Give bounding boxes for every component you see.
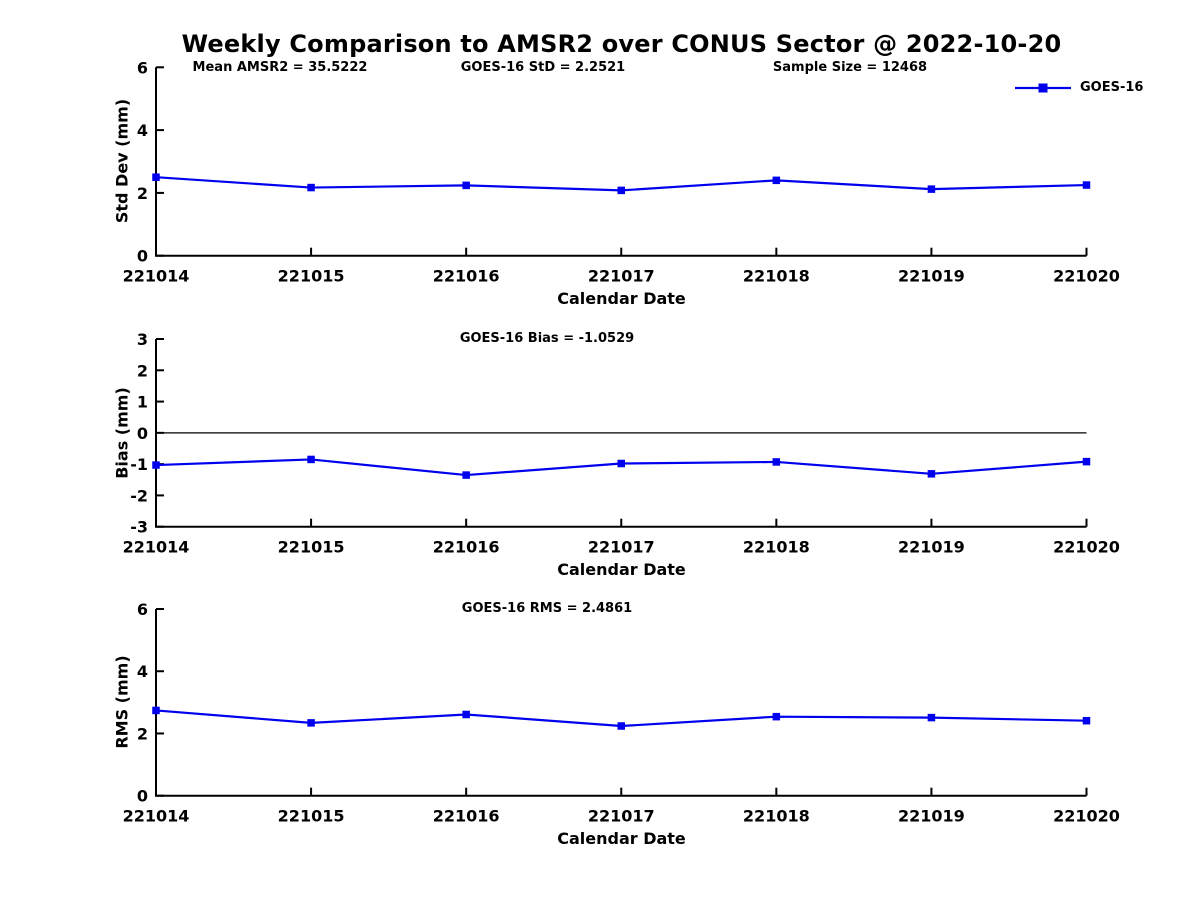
data-point-marker <box>152 173 160 181</box>
y-tick-label: 6 <box>137 58 148 77</box>
data-point-marker <box>1082 457 1091 466</box>
y-tick-label: 1 <box>137 393 148 412</box>
y-tick-label: 2 <box>137 361 148 380</box>
x-tick-label: 221016 <box>433 807 500 826</box>
data-point-marker <box>307 719 315 727</box>
x-tick-label: 221017 <box>588 807 655 826</box>
data-point-marker <box>927 470 936 478</box>
x-tick-label: 221014 <box>123 807 190 826</box>
x-tick-label: 221014 <box>123 267 190 286</box>
data-point-marker <box>617 459 625 468</box>
x-tick-label: 221018 <box>743 807 810 826</box>
data-point-marker <box>462 710 470 719</box>
page-title: Weekly Comparison to AMSR2 over CONUS Se… <box>181 30 1062 58</box>
y-tick-label: -1 <box>130 455 148 474</box>
y-tick-label: 6 <box>137 600 148 619</box>
data-point-marker <box>772 458 781 466</box>
x-tick-label: 221018 <box>743 538 810 557</box>
x-axis-label-calendar-date-2: Calendar Date <box>557 560 686 579</box>
annotation-sample-size: Sample Size = 12468 <box>772 60 928 75</box>
data-point-marker <box>462 181 470 190</box>
data-point-marker <box>1082 716 1091 725</box>
y-tick-label: 0 <box>137 247 148 266</box>
x-axis-label-calendar-date-1: Calendar Date <box>557 289 686 308</box>
x-tick-label: 221015 <box>278 807 345 826</box>
y-tick-label: -3 <box>130 518 148 537</box>
data-point-marker <box>772 712 781 721</box>
x-tick-label: 221015 <box>278 538 345 557</box>
x-tick-label: 221018 <box>743 267 810 286</box>
y-tick-label: 4 <box>137 121 148 140</box>
x-tick-label: 221017 <box>588 267 655 286</box>
y-tick-label: 2 <box>137 184 148 203</box>
x-tick-label: 221020 <box>1053 807 1120 826</box>
data-point-marker <box>152 461 160 469</box>
x-tick-label: 221016 <box>433 538 500 557</box>
x-tick-label: 221016 <box>433 267 500 286</box>
y-axis-label-std-dev: Std Dev (mm) <box>112 98 132 224</box>
data-point-marker <box>617 186 625 195</box>
x-tick-label: 221017 <box>588 538 655 557</box>
y-axis-label-bias: Bias (mm) <box>112 387 132 479</box>
annotation-goes16-std: GOES-16 StD = 2.2521 <box>460 60 626 75</box>
x-tick-label: 221015 <box>278 267 345 286</box>
annotation-goes16-bias: GOES-16 Bias = -1.0529 <box>459 331 635 346</box>
y-axis-label-rms: RMS (mm) <box>112 655 132 749</box>
y-tick-label: 0 <box>137 787 148 806</box>
data-point-marker <box>772 176 781 185</box>
data-point-marker <box>152 706 160 715</box>
data-point-marker <box>462 471 470 479</box>
annotation-goes16-rms: GOES-16 RMS = 2.4861 <box>461 601 633 616</box>
y-tick-label: 2 <box>137 724 148 743</box>
y-tick-label: 4 <box>137 662 148 681</box>
x-tick-label: 221019 <box>898 267 965 286</box>
legend-line-icon <box>1015 83 1071 92</box>
y-tick-label: -2 <box>130 486 148 505</box>
legend: GOES-16 <box>1014 80 1143 95</box>
data-point-marker <box>307 183 315 192</box>
data-point-marker <box>617 722 625 730</box>
annotation-mean-amsr2: Mean AMSR2 = 35.5222 <box>192 60 368 75</box>
y-tick-label: 3 <box>137 330 148 349</box>
x-tick-label: 221019 <box>898 538 965 557</box>
data-point-marker <box>307 455 315 464</box>
x-tick-label: 221014 <box>123 538 190 557</box>
x-tick-label: 221020 <box>1053 267 1120 286</box>
data-point-marker <box>927 713 936 722</box>
x-tick-label: 221019 <box>898 807 965 826</box>
x-axis-label-calendar-date-3: Calendar Date <box>557 829 686 848</box>
x-tick-label: 221020 <box>1053 538 1120 557</box>
y-tick-label: 0 <box>137 424 148 443</box>
data-point-marker <box>927 185 936 193</box>
legend-label: GOES-16 <box>1080 80 1144 95</box>
data-point-marker <box>1082 181 1091 189</box>
